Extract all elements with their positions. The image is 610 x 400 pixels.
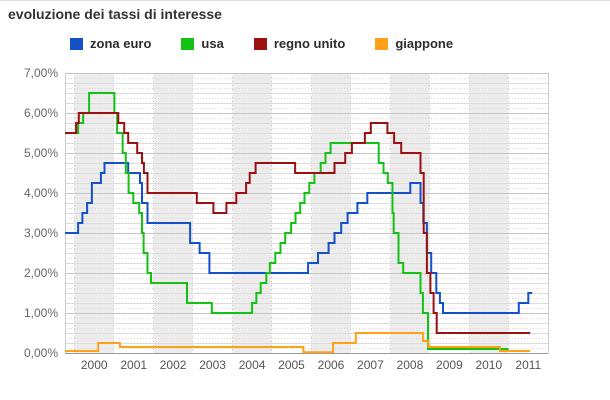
x-axis-label: 2007 — [357, 358, 384, 372]
x-axis-label: 2004 — [239, 358, 266, 372]
legend-item-giappone: giappone — [375, 36, 453, 51]
series-line-regno-unito — [65, 112, 531, 334]
x-axis-label: 2010 — [475, 358, 502, 372]
y-axis-label: 3,00% — [24, 226, 58, 240]
y-axis-label: 0,00% — [24, 346, 58, 360]
chart-title: evoluzione dei tassi di interesse — [8, 6, 222, 22]
legend-swatch-icon — [181, 37, 195, 50]
y-axis-label: 2,00% — [24, 266, 58, 280]
legend-item-regno-unito: regno unito — [253, 36, 346, 51]
legend-label: giappone — [395, 36, 454, 51]
x-axis-label: 2011 — [515, 358, 541, 372]
x-axis-label: 2002 — [160, 358, 187, 372]
legend-label: usa — [201, 36, 224, 51]
legend-swatch-icon — [253, 37, 267, 50]
y-axis-label: 1,00% — [24, 306, 58, 320]
x-axis-label: 2006 — [318, 358, 345, 372]
x-axis-label: 2005 — [278, 358, 305, 372]
series-line-usa — [65, 92, 509, 350]
legend-item-usa: usa — [181, 36, 224, 51]
legend-item-zona-euro: zona euro — [70, 36, 151, 51]
x-axis-label: 2001 — [120, 358, 147, 372]
y-axis-label: 6,00% — [24, 106, 58, 120]
x-axis-label: 2008 — [397, 358, 424, 372]
x-axis-label: 2003 — [199, 358, 226, 372]
y-axis-label: 7,00% — [24, 66, 58, 80]
top-border-rule — [0, 0, 610, 1]
y-axis-label: 4,00% — [24, 186, 58, 200]
legend-label: regno unito — [273, 36, 346, 51]
x-axis-label: 2000 — [81, 358, 108, 372]
series-line-giappone — [65, 332, 531, 354]
legend-label: zona euro — [90, 36, 152, 51]
legend-swatch-icon — [375, 37, 389, 50]
x-axis-label: 2009 — [436, 358, 463, 372]
y-axis-label: 5,00% — [24, 146, 58, 160]
legend: zona euro usa regno unito giappone — [70, 36, 453, 51]
series-line-zona-euro — [65, 162, 533, 314]
legend-swatch-icon — [70, 37, 83, 50]
